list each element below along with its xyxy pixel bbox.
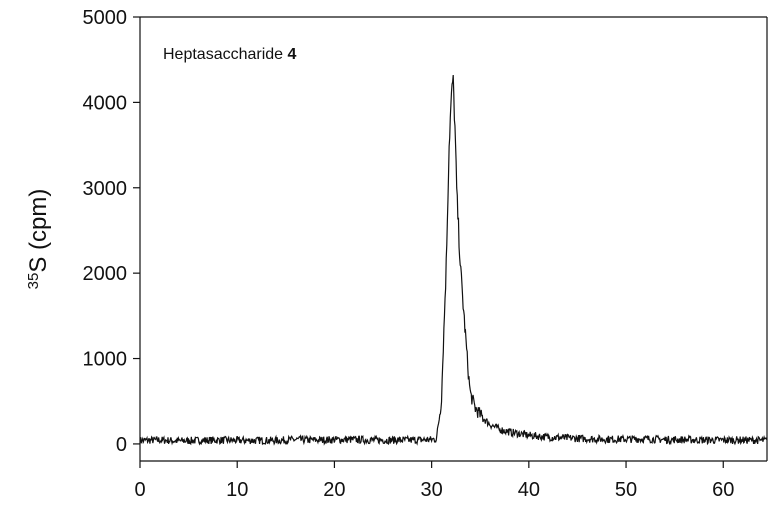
y-tick-label: 5000	[83, 7, 128, 29]
x-tick-label: 30	[421, 479, 443, 501]
chart-annotation: Heptasaccharide 4	[163, 46, 297, 63]
y-tick-label: 4000	[83, 92, 128, 114]
y-tick-label: 0	[116, 434, 127, 456]
y-tick-label: 3000	[83, 178, 128, 200]
x-tick-label: 0	[134, 479, 145, 501]
series-line	[139, 74, 768, 446]
y-axis-label: 35S (cpm)	[25, 189, 53, 290]
x-ticks: 0 10 20 30 40 50 60	[134, 461, 734, 501]
x-tick-label: 20	[323, 479, 345, 501]
x-tick-label: 10	[226, 479, 248, 501]
y-tick-label: 2000	[83, 263, 128, 285]
x-tick-label: 40	[518, 479, 540, 501]
y-ticks: 0 1000 2000 3000 4000 5000	[83, 7, 140, 456]
x-tick-label: 50	[615, 479, 637, 501]
x-tick-label: 60	[712, 479, 734, 501]
y-tick-label: 1000	[83, 349, 128, 371]
plot-area: 0 10 20 30 40 50 60 0 1000 2000 3000 4000 5000	[83, 7, 768, 501]
